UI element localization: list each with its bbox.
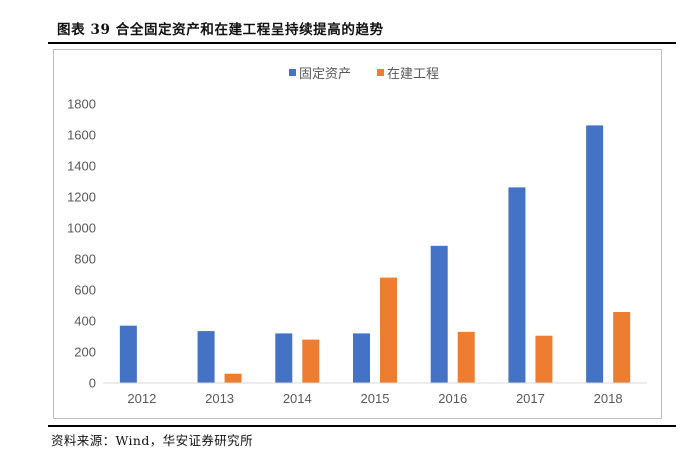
bar-固定资产-2015 bbox=[353, 333, 370, 383]
source-note: 资料来源：Wind，华安证券研究所 bbox=[51, 433, 253, 448]
y-tick-label: 400 bbox=[74, 314, 96, 329]
bar-在建工程-2013 bbox=[224, 373, 242, 383]
bar-固定资产-2014 bbox=[275, 333, 293, 383]
y-tick-label: 0 bbox=[89, 376, 96, 391]
bar-在建工程-2018 bbox=[613, 312, 631, 383]
bar-固定资产-2016 bbox=[430, 245, 448, 383]
x-axis: 2012 2013 2014 2015 2016 2017 2018 bbox=[103, 382, 647, 406]
bar-在建工程-2014 bbox=[302, 339, 320, 383]
x-tick-label: 2012 bbox=[127, 391, 156, 406]
legend-swatch bbox=[377, 69, 384, 76]
chart-frame bbox=[53, 49, 662, 419]
y-tick-label: 1600 bbox=[67, 128, 96, 143]
y-tick-label: 1800 bbox=[67, 97, 96, 112]
bar-在建工程-2015 bbox=[380, 277, 397, 383]
y-tick-label: 600 bbox=[74, 283, 96, 298]
source-rule bbox=[48, 425, 676, 427]
chart-legend: 固定资产 在建工程 bbox=[289, 67, 439, 82]
bar-固定资产-2017 bbox=[508, 187, 526, 383]
y-axis: 0 200 400 600 800 1000 1200 1400 1600 1800 bbox=[67, 97, 96, 391]
x-tick-label: 2017 bbox=[516, 391, 545, 406]
bar-固定资产-2012 bbox=[119, 325, 137, 383]
legend-swatch bbox=[289, 69, 296, 76]
bar-在建工程-2016 bbox=[457, 331, 475, 383]
x-tick-label: 2015 bbox=[361, 391, 390, 406]
x-tick-label: 2014 bbox=[283, 391, 312, 406]
y-tick-label: 200 bbox=[74, 345, 96, 360]
title-rule bbox=[48, 42, 676, 44]
y-tick-label: 800 bbox=[74, 252, 96, 267]
y-tick-label: 1200 bbox=[67, 190, 96, 205]
x-tick-label: 2018 bbox=[594, 391, 623, 406]
legend-label: 在建工程 bbox=[387, 67, 439, 82]
bars bbox=[119, 125, 631, 383]
bar-在建工程-2017 bbox=[535, 335, 553, 383]
y-tick-label: 1400 bbox=[67, 159, 96, 174]
x-tick-label: 2013 bbox=[205, 391, 234, 406]
x-tick-label: 2016 bbox=[438, 391, 467, 406]
y-tick-label: 1000 bbox=[67, 221, 96, 236]
figure-title: 图表 39 合全固定资产和在建工程呈持续提高的趋势 bbox=[57, 22, 384, 38]
bar-固定资产-2018 bbox=[586, 125, 604, 383]
bar-固定资产-2013 bbox=[197, 331, 215, 383]
legend-label: 固定资产 bbox=[299, 67, 351, 82]
